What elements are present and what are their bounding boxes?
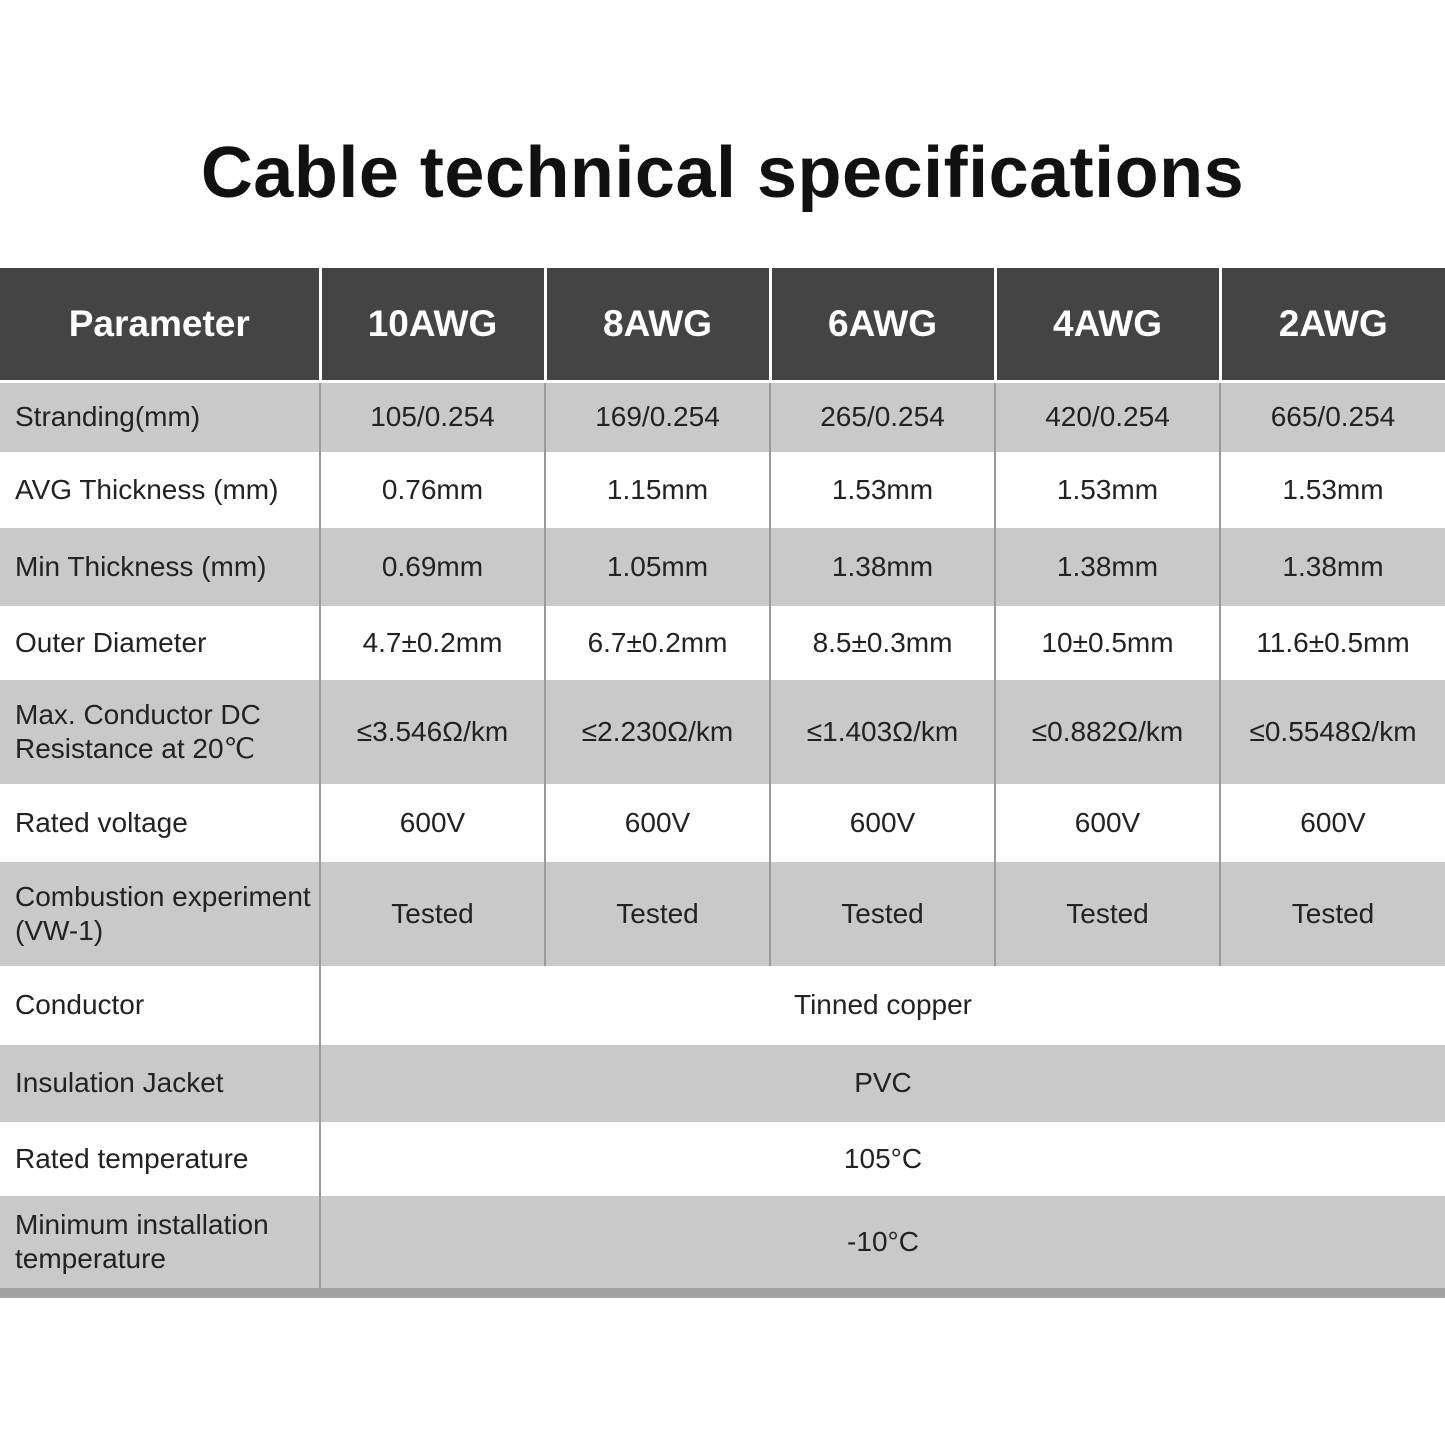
table-row-merged: Conductor Tinned copper <box>0 965 1445 1045</box>
value-cell: 1.53mm <box>994 451 1220 528</box>
header-cell: 4AWG <box>993 268 1220 382</box>
table-row-merged: Minimum installation temperature -10°C <box>0 1195 1445 1288</box>
parameter-cell: Combustion experiment (VW-1) <box>0 861 320 966</box>
table-row: Min Thickness (mm) 0.69mm 1.05mm 1.38mm 1.38… <box>0 527 1445 606</box>
parameter-cell: Minimum installation temperature <box>0 1195 320 1288</box>
value-cell: ≤0.882Ω/km <box>994 679 1220 784</box>
table-row: Max. Conductor DC Resistance at 20℃ ≤3.54… <box>0 679 1445 784</box>
value-cell: ≤2.230Ω/km <box>544 679 770 784</box>
parameter-cell: Outer Diameter <box>0 605 320 680</box>
spec-table: Parameter 10AWG 8AWG 6AWG 4AWG 2AWG Stra… <box>0 268 1445 1288</box>
value-cell: 420/0.254 <box>994 381 1220 452</box>
table-row: AVG Thickness (mm) 0.76mm 1.15mm 1.53mm 1.53… <box>0 451 1445 528</box>
value-cell: 1.38mm <box>994 527 1220 606</box>
parameter-cell: Conductor <box>0 965 320 1045</box>
value-cell: 265/0.254 <box>769 381 995 452</box>
value-cell: Tested <box>994 861 1220 966</box>
value-cell: 600V <box>544 783 770 862</box>
value-cell: 1.53mm <box>1219 451 1445 528</box>
value-cell: 8.5±0.3mm <box>769 605 995 680</box>
value-cell: 1.38mm <box>769 527 995 606</box>
parameter-cell: Stranding(mm) <box>0 381 320 452</box>
value-cell: 105/0.254 <box>319 381 545 452</box>
header-cell: 8AWG <box>543 268 770 382</box>
header-cell: 10AWG <box>318 268 545 382</box>
table-row-merged: Insulation Jacket PVC <box>0 1044 1445 1122</box>
value-cell: Tested <box>1219 861 1445 966</box>
table-row-merged: Rated temperature 105°C <box>0 1121 1445 1196</box>
value-cell: 1.53mm <box>769 451 995 528</box>
value-cell: ≤1.403Ω/km <box>769 679 995 784</box>
table-bottom-bar <box>0 1288 1445 1298</box>
table-row: Stranding(mm) 105/0.254 169/0.254 265/0.254… <box>0 381 1445 452</box>
page-title: Cable technical specifications <box>200 133 1245 213</box>
value-cell: 600V <box>319 783 545 862</box>
header-cell: Parameter <box>0 268 320 382</box>
value-cell: ≤0.5548Ω/km <box>1219 679 1445 784</box>
value-cell: 600V <box>1219 783 1445 862</box>
value-cell: 169/0.254 <box>544 381 770 452</box>
table-row: Rated voltage 600V 600V 600V 600V 600V <box>0 783 1445 862</box>
parameter-cell: Max. Conductor DC Resistance at 20℃ <box>0 679 320 784</box>
value-cell: 4.7±0.2mm <box>319 605 545 680</box>
parameter-cell: Rated temperature <box>0 1121 320 1196</box>
value-cell: -10°C <box>319 1195 1445 1288</box>
value-cell: Tinned copper <box>319 965 1445 1045</box>
value-cell: Tested <box>769 861 995 966</box>
value-cell: 1.38mm <box>1219 527 1445 606</box>
header-cell: 6AWG <box>768 268 995 382</box>
value-cell: ≤3.546Ω/km <box>319 679 545 784</box>
value-cell: 0.69mm <box>319 527 545 606</box>
value-cell: 1.15mm <box>544 451 770 528</box>
parameter-cell: Insulation Jacket <box>0 1044 320 1122</box>
value-cell: 105°C <box>319 1121 1445 1196</box>
parameter-cell: Rated voltage <box>0 783 320 862</box>
value-cell: 6.7±0.2mm <box>544 605 770 680</box>
value-cell: 11.6±0.5mm <box>1219 605 1445 680</box>
table-header-row: Parameter 10AWG 8AWG 6AWG 4AWG 2AWG <box>0 268 1445 382</box>
value-cell: PVC <box>319 1044 1445 1122</box>
parameter-cell: AVG Thickness (mm) <box>0 451 320 528</box>
value-cell: 665/0.254 <box>1219 381 1445 452</box>
value-cell: 1.05mm <box>544 527 770 606</box>
value-cell: 600V <box>769 783 995 862</box>
value-cell: 0.76mm <box>319 451 545 528</box>
header-cell: 2AWG <box>1218 268 1445 382</box>
value-cell: 600V <box>994 783 1220 862</box>
value-cell: 10±0.5mm <box>994 605 1220 680</box>
table-row: Outer Diameter 4.7±0.2mm 6.7±0.2mm 8.5±0.3m… <box>0 605 1445 680</box>
value-cell: Tested <box>544 861 770 966</box>
parameter-cell: Min Thickness (mm) <box>0 527 320 606</box>
value-cell: Tested <box>319 861 545 966</box>
table-row: Combustion experiment (VW-1) Tested Tested… <box>0 861 1445 966</box>
